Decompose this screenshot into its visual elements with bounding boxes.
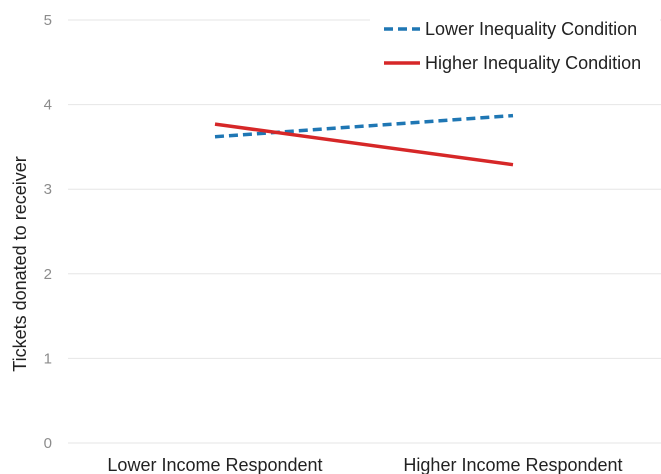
legend-background [370, 8, 660, 86]
series-lines [214, 113, 514, 167]
y-tick-label-0: 0 [44, 435, 52, 452]
x-axis-categories: Lower Income Respondent Higher Income Res… [107, 455, 622, 474]
series-line-1 [214, 122, 514, 167]
legend-label-1: Higher Inequality Condition [425, 53, 641, 73]
y-tick-label-1: 1 [44, 350, 52, 367]
x-category-label-0: Lower Income Respondent [107, 455, 322, 474]
y-axis-ticks: 0 1 2 3 4 5 [44, 12, 52, 452]
y-tick-label-5: 5 [44, 12, 52, 29]
y-tick-label-2: 2 [44, 266, 52, 283]
legend-label-0: Lower Inequality Condition [425, 19, 637, 39]
legend: Lower Inequality Condition Higher Inequal… [384, 19, 641, 73]
y-tick-label-4: 4 [44, 97, 52, 114]
x-category-label-1: Higher Income Respondent [403, 455, 622, 474]
gridlines [68, 19, 661, 444]
y-tick-label-3: 3 [44, 181, 52, 198]
y-axis-title: Tickets donated to receiver [10, 156, 30, 371]
series-line-0 [214, 113, 514, 139]
